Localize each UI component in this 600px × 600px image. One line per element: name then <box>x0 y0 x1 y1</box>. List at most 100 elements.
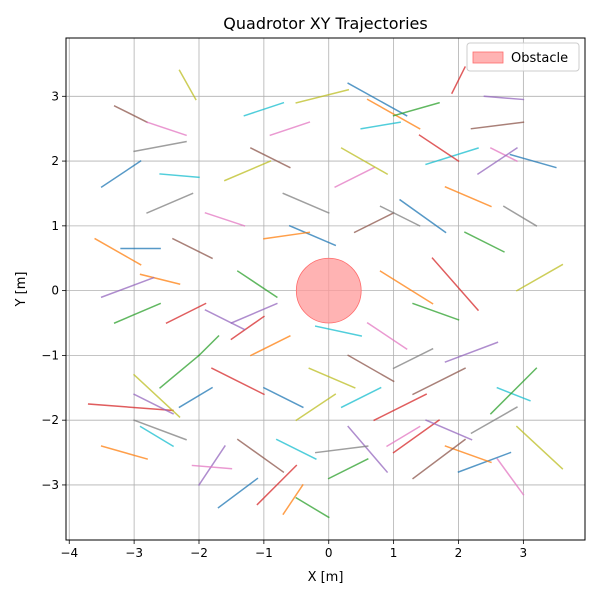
trajectory-line <box>444 186 492 208</box>
x-tick-label: −3 <box>125 546 143 560</box>
y-axis-label: Y [m] <box>14 272 29 308</box>
trajectory-line <box>165 302 207 325</box>
trajectory-line <box>94 237 142 266</box>
trajectory-line <box>171 237 214 260</box>
trajectory-line <box>470 121 525 130</box>
trajectory-line <box>146 192 194 214</box>
trajectory-line <box>204 211 246 227</box>
trajectory-line <box>373 393 428 422</box>
trajectory-line <box>178 386 214 409</box>
trajectory-line <box>412 438 467 480</box>
trajectory-line <box>463 231 505 253</box>
trajectory-line <box>353 211 395 234</box>
trajectory-line <box>502 205 538 227</box>
trajectory-line <box>133 419 187 441</box>
legend-label-obstacle: Obstacle <box>511 51 568 66</box>
trajectory-line <box>386 425 421 448</box>
trajectory-line <box>133 373 181 418</box>
trajectory-series <box>87 66 564 519</box>
trajectory-line <box>489 147 518 163</box>
trajectory-line <box>392 347 434 370</box>
trajectory-line <box>197 334 220 357</box>
trajectory-line <box>418 134 460 163</box>
trajectory-line <box>236 270 278 299</box>
x-axis-label: X [m] <box>308 570 344 585</box>
trajectory-line <box>470 406 518 435</box>
axis-ticks: −4 −3 −2 −1 0 1 2 3 −3 −2 −1 0 1 2 3 <box>41 89 527 560</box>
trajectory-line <box>347 82 408 117</box>
trajectory-line <box>210 367 265 396</box>
trajectory-line <box>476 147 518 176</box>
trajectory-line <box>288 224 337 247</box>
trajectory-line <box>269 121 311 137</box>
trajectory-line <box>399 198 447 234</box>
trajectory-line <box>379 270 434 305</box>
y-tick-label: 0 <box>51 284 59 298</box>
trajectory-line <box>243 101 285 117</box>
trajectory-line <box>256 464 298 506</box>
trajectory-line <box>159 354 201 389</box>
trajectory-line <box>159 173 200 179</box>
trajectory-line <box>133 140 187 153</box>
x-tick-label: 3 <box>520 546 528 560</box>
trajectory-line <box>327 457 369 480</box>
trajectory-line <box>392 419 441 454</box>
trajectory-line <box>275 438 317 461</box>
legend-box <box>466 42 580 72</box>
trajectory-line <box>496 457 525 496</box>
legend: Obstacle <box>466 42 580 72</box>
x-tick-label: −1 <box>255 546 273 560</box>
trajectory-line <box>230 302 278 324</box>
trajectory-line <box>263 231 311 240</box>
trajectory-line <box>236 438 285 474</box>
trajectory-line <box>87 403 174 412</box>
trajectory-line <box>496 386 531 402</box>
x-tick-label: 1 <box>390 546 398 560</box>
trajectory-line <box>412 367 467 396</box>
trajectory-line <box>249 147 291 169</box>
y-tick-label: −1 <box>41 348 59 362</box>
trajectory-line <box>483 95 525 101</box>
trajectory-line <box>295 88 350 104</box>
trajectory-line <box>262 386 304 409</box>
trajectory-line <box>178 69 197 101</box>
trajectory-line <box>249 334 291 357</box>
legend-swatch-obstacle <box>472 51 504 64</box>
trajectory-line <box>314 325 363 337</box>
trajectory-line <box>334 166 376 189</box>
trajectory-line <box>379 205 421 227</box>
trajectory-line <box>431 257 480 312</box>
axes-frame <box>65 37 586 541</box>
y-tick-label: 1 <box>51 219 59 233</box>
trajectory-line <box>295 393 337 422</box>
trajectory-line <box>509 153 557 169</box>
trajectory-line <box>489 367 538 415</box>
trajectory-line <box>133 393 175 415</box>
y-tick-label: 2 <box>51 154 59 168</box>
trajectory-line <box>515 263 564 292</box>
trajectory-line <box>444 341 499 363</box>
trajectory-line <box>308 367 356 389</box>
trajectory-line <box>139 425 175 448</box>
trajectory-line <box>360 121 401 130</box>
trajectory-line <box>100 445 149 460</box>
trajectory-line <box>412 302 460 321</box>
trajectory-line <box>347 425 389 474</box>
trajectory-line <box>340 147 389 176</box>
x-tick-label: −2 <box>190 546 208 560</box>
trajectory-line <box>100 276 155 299</box>
chart-title: Quadrotor XY Trajectories <box>223 14 427 33</box>
trajectory-line <box>366 321 408 350</box>
y-tick-label: −3 <box>41 478 59 492</box>
trajectory-line <box>392 101 440 117</box>
trajectory-line <box>347 354 395 383</box>
trajectory-line <box>366 98 421 130</box>
trajectory-line <box>113 302 162 324</box>
trajectory-line <box>450 66 467 95</box>
y-tick-label: −2 <box>41 413 59 427</box>
trajectory-line <box>139 273 181 286</box>
trajectory-line <box>113 104 149 124</box>
x-tick-label: 0 <box>325 546 333 560</box>
